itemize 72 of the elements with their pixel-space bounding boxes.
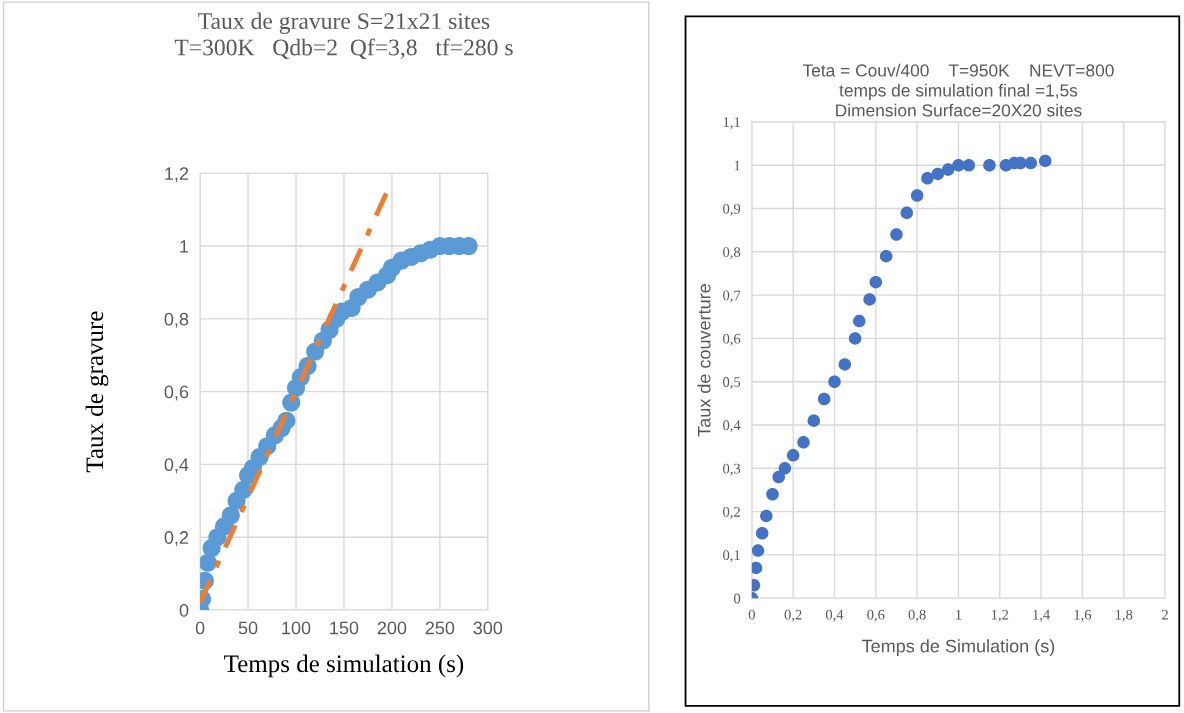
point: [766, 488, 779, 501]
point: [817, 392, 831, 406]
x-tick-label: 200: [377, 621, 407, 635]
x-tick-label: 100: [282, 621, 311, 635]
x-tick-label: 1,2: [991, 609, 1009, 622]
x-axis-title: Temps de simulation (s): [224, 654, 464, 678]
y-tick-label: 0,6: [164, 385, 189, 401]
point: [952, 158, 965, 172]
x-tick-label: 2: [1162, 609, 1168, 620]
y-tick-label: 0: [733, 593, 741, 604]
y-tick-label: 0,4: [164, 458, 189, 474]
x-tick-label: 150: [330, 621, 359, 635]
point: [853, 314, 866, 328]
x-tick-label: 1: [956, 609, 962, 620]
y-axis-title: Taux de couverture: [697, 284, 711, 437]
point: [983, 158, 996, 172]
point: [869, 275, 883, 289]
x-tick-label: 1,8: [1115, 609, 1133, 622]
y-tick-label: 0,8: [723, 247, 741, 260]
point: [931, 167, 945, 181]
point: [962, 158, 976, 172]
point: [221, 506, 240, 525]
point: [797, 436, 810, 449]
x-tick-label: 0: [748, 609, 755, 620]
point: [1024, 156, 1038, 170]
point: [778, 462, 792, 475]
x-tick-label: 300: [473, 621, 503, 635]
y-tick-label: 0,6: [723, 333, 741, 346]
x-tick-label: 0: [195, 621, 205, 635]
x-tick-label: 0,6: [867, 609, 885, 622]
point: [900, 206, 914, 220]
y-tick-label: 1: [180, 240, 189, 253]
point: [838, 358, 852, 371]
point: [890, 228, 903, 241]
point: [772, 470, 785, 484]
y-tick-label: 0,7: [723, 290, 741, 303]
point: [751, 561, 763, 575]
point: [786, 449, 800, 462]
x-tick-label: 1,6: [1074, 609, 1092, 622]
x-tick-label: 0,2: [784, 609, 802, 622]
point: [910, 189, 924, 202]
point: [941, 163, 955, 176]
x-tick-label: 0,8: [908, 609, 926, 622]
y-tick-label: 1,1: [723, 117, 740, 130]
y-tick-label: 1: [734, 160, 740, 171]
point: [828, 375, 841, 388]
y-tick-label: 0,2: [723, 506, 740, 519]
x-tick-label: 1,4: [1033, 609, 1050, 622]
y-axis-title: Taux de gravure: [85, 311, 109, 473]
point: [879, 249, 893, 263]
point: [755, 527, 769, 540]
chart-title: Teta = Couv/400 T=950K NEVT=800 temps de simulation final =1,5s Dimension Surface=20X20 sites: [802, 63, 1114, 117]
x-axis-title: Temps de Simulation (s): [862, 639, 1055, 657]
y-tick-label: 0,9: [723, 203, 741, 216]
y-tick-label: 0,5: [723, 377, 741, 390]
y-tick-label: 0,8: [164, 312, 189, 328]
point: [751, 544, 765, 557]
chart-title: Taux de gravure S=21x21 sites T=300K Qdb=2 Qf=3,8 tf=280 s: [174, 12, 513, 60]
y-tick-label: 0,4: [723, 420, 741, 433]
x-tick-label: 50: [238, 621, 258, 635]
point: [760, 509, 773, 523]
y-tick-label: 0,2: [164, 531, 189, 547]
point: [848, 332, 862, 345]
y-tick-label: 0,1: [723, 550, 740, 563]
y-tick-label: 0,3: [723, 463, 741, 476]
point: [921, 171, 934, 185]
point: [807, 414, 821, 427]
x-tick-label: 250: [425, 621, 455, 635]
x-tick-label: 0,4: [825, 609, 844, 622]
y-tick-label: 1,2: [165, 167, 189, 183]
point: [1038, 154, 1052, 168]
point: [863, 293, 876, 306]
